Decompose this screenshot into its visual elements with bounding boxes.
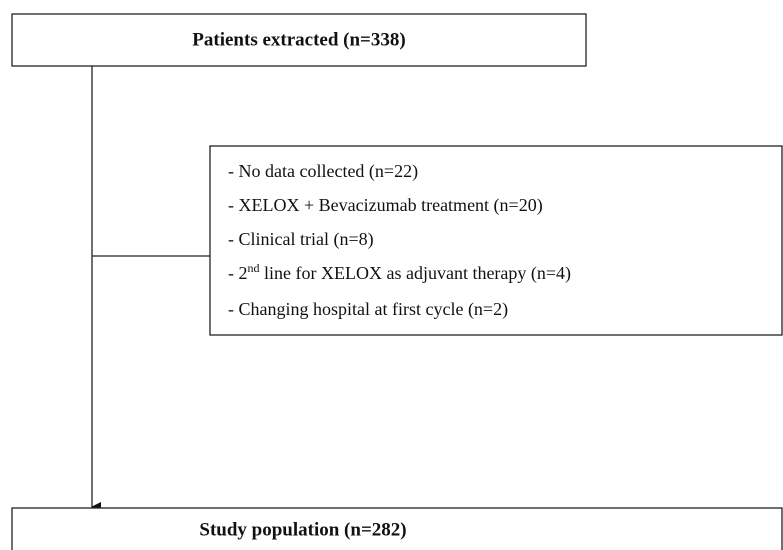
exclusion-item: - XELOX + Bevacizumab treatment (n=20) — [228, 195, 543, 216]
node-box — [11, 507, 783, 550]
item-text: line for XELOX as adjuvant therapy (n=4) — [260, 263, 572, 284]
exclusion-item: - Changing hospital at first cycle (n=2) — [228, 299, 508, 320]
node-label: Study population (n=282) — [199, 519, 406, 540]
node-box — [11, 13, 587, 67]
node-label: Patients extracted (n=338) — [192, 29, 405, 50]
exclusion-item: - No data collected (n=22) — [228, 161, 418, 182]
exclusion-item: - Clinical trial (n=8) — [228, 229, 374, 250]
item-superscript: nd — [248, 261, 260, 275]
exclusion-box — [209, 145, 783, 336]
exclusion-item: - 2nd line for XELOX as adjuvant therapy… — [228, 261, 571, 284]
item-text: - 2 — [228, 263, 248, 283]
